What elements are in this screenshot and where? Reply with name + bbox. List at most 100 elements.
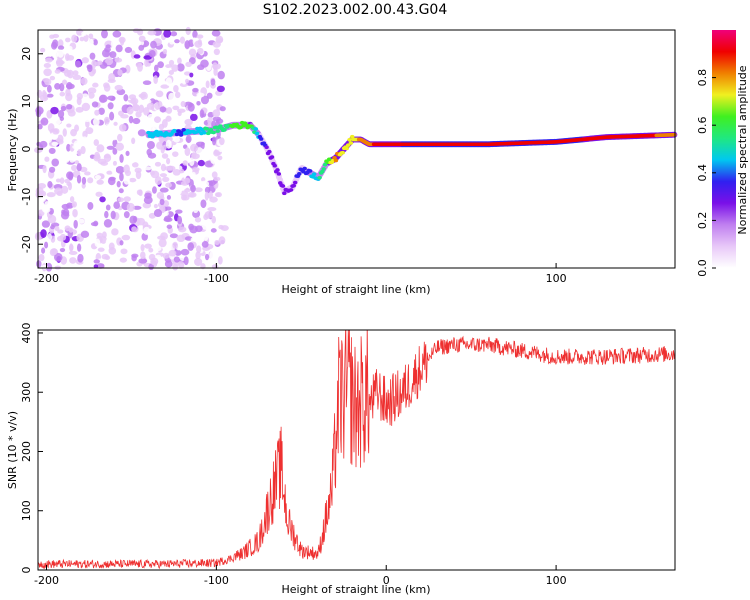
spectrogram-blob bbox=[178, 261, 185, 269]
spectrogram-blob bbox=[84, 171, 91, 176]
spectrogram-ridge-cell bbox=[350, 134, 355, 139]
spectrogram-blob bbox=[161, 111, 168, 119]
spectrogram-blob bbox=[105, 44, 111, 49]
spectrogram-blob bbox=[46, 93, 54, 98]
spectrogram-blob bbox=[200, 199, 207, 209]
spectrogram-blob bbox=[80, 146, 86, 155]
spectrogram-blob bbox=[172, 241, 178, 249]
spectrogram-blob bbox=[54, 187, 63, 195]
spectrogram-blob bbox=[77, 253, 84, 263]
spectrogram-blob bbox=[59, 233, 67, 241]
spectrogram-blob bbox=[115, 142, 125, 151]
spectrogram-blob bbox=[144, 243, 152, 249]
spectrogram-blob bbox=[37, 123, 43, 130]
spectrogram-blob bbox=[87, 87, 97, 94]
spectrogram-blob bbox=[44, 201, 50, 206]
spectrogram-blob bbox=[143, 226, 151, 235]
spectrogram-blob bbox=[163, 101, 170, 108]
spectrogram-ridge-cell bbox=[269, 155, 275, 159]
spectrogram-blob bbox=[61, 203, 70, 210]
spectrogram-blob bbox=[211, 29, 221, 37]
spectrogram-blob bbox=[52, 39, 59, 49]
spectrogram-blob bbox=[183, 256, 189, 266]
spectrogram-blob bbox=[76, 163, 82, 172]
spectrogram-blob bbox=[211, 215, 217, 224]
spectrogram-blob bbox=[159, 173, 168, 178]
spectrogram-ridge-cell bbox=[201, 131, 207, 135]
spectrogram-blob bbox=[129, 215, 137, 225]
spectrogram-blob bbox=[142, 80, 152, 85]
spectrogram-blob bbox=[203, 76, 210, 83]
spectrogram-blob bbox=[131, 253, 139, 258]
colorbar-tick-label: 0.0 bbox=[696, 259, 709, 277]
spectrogram-blob bbox=[47, 84, 52, 93]
spectrogram-blob bbox=[204, 160, 214, 168]
spectrogram-blob bbox=[90, 222, 98, 227]
spectrogram-blob bbox=[118, 188, 124, 194]
spectrogram-blob bbox=[159, 198, 165, 206]
spectrogram-blob bbox=[91, 130, 98, 140]
spectrogram-ridge-cell bbox=[307, 169, 313, 173]
spectrogram-ridge-cell bbox=[215, 129, 220, 133]
spectrogram-blob bbox=[110, 210, 116, 220]
spectrogram-blob bbox=[208, 180, 216, 186]
spectrogram-blob bbox=[162, 252, 170, 259]
spectrogram-blob bbox=[62, 208, 70, 217]
spectrogram-blob bbox=[77, 149, 82, 157]
spectrogram-blob bbox=[60, 105, 67, 112]
spectrogram-blob bbox=[131, 137, 136, 145]
spectrogram-blob bbox=[162, 144, 167, 151]
spectrogram-blob bbox=[105, 204, 111, 211]
spectrogram-blob bbox=[128, 115, 134, 124]
spectrogram-blob bbox=[49, 34, 55, 39]
spectrogram-blob bbox=[160, 84, 170, 89]
spectrogram-blob bbox=[125, 150, 130, 157]
spectrogram-blob bbox=[40, 117, 49, 126]
spectrogram-ridge-cell bbox=[347, 137, 352, 142]
spectrogram-blob bbox=[93, 139, 100, 146]
spectrogram-blob bbox=[165, 115, 172, 122]
spectrogram-blob bbox=[93, 264, 99, 269]
spectrogram-blob bbox=[201, 223, 211, 230]
spectrogram-blob bbox=[79, 205, 88, 212]
spectrogram-blob bbox=[81, 57, 89, 64]
spectrogram-blob bbox=[42, 207, 51, 213]
spectrogram-blob bbox=[194, 40, 203, 48]
spectrogram-blob bbox=[174, 91, 181, 99]
spectrogram-blob bbox=[119, 257, 128, 263]
spectrogram-blob bbox=[179, 152, 186, 159]
spectrogram-blob bbox=[164, 211, 169, 216]
spectrogram-blob bbox=[69, 243, 74, 252]
spectrogram-blob bbox=[143, 55, 152, 60]
spectrogram-blob bbox=[61, 79, 68, 85]
spectrogram-blob bbox=[54, 225, 60, 232]
spectrogram-blob bbox=[51, 158, 60, 167]
spectrogram-blob bbox=[62, 128, 67, 137]
spectrogram-blob bbox=[211, 171, 218, 179]
spectrogram-blob bbox=[189, 113, 198, 122]
spectrogram-blob bbox=[116, 180, 121, 188]
spectrogram-blob bbox=[103, 116, 110, 125]
spectrogram-blob bbox=[213, 149, 221, 157]
spectrogram-blob bbox=[138, 35, 146, 42]
spectrogram-blob bbox=[107, 102, 114, 110]
spectrogram-blob bbox=[173, 256, 180, 263]
spectrogram-ridge-cell bbox=[317, 175, 322, 180]
spectrogram-ridge-cell bbox=[276, 172, 282, 176]
spectrogram-blob bbox=[206, 92, 213, 99]
spectrogram-blob bbox=[67, 109, 76, 117]
spectrogram-blob bbox=[41, 247, 46, 254]
spectrogram-blob bbox=[126, 240, 136, 246]
snr-ytick-label: 0 bbox=[20, 567, 33, 574]
spectrogram-blob bbox=[154, 64, 159, 72]
spectrogram-blob bbox=[172, 263, 179, 271]
spectrogram-blob bbox=[155, 90, 164, 98]
spectrogram-blob bbox=[175, 209, 183, 214]
spectrogram-blob bbox=[171, 123, 180, 130]
spectrogram-blob bbox=[207, 116, 213, 125]
spectrogram-blob bbox=[165, 182, 172, 188]
spectrogram-blob bbox=[105, 57, 114, 66]
spectrogram-blob bbox=[45, 262, 53, 272]
snr-xtick-label: -100 bbox=[204, 574, 229, 587]
spectrogram-blob bbox=[217, 70, 225, 80]
